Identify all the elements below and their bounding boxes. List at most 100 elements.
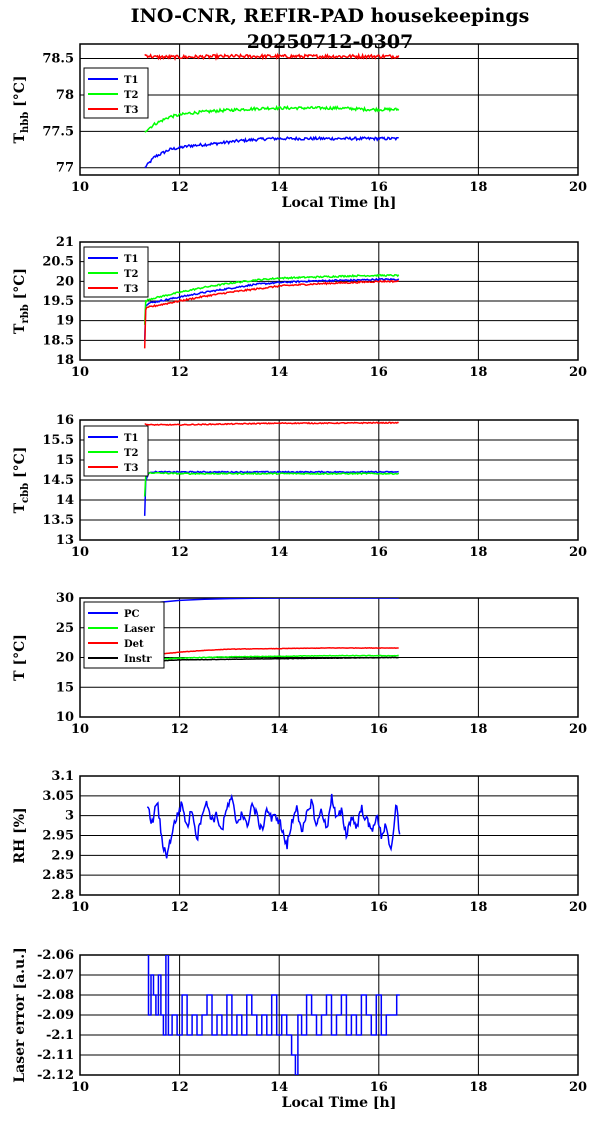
series-group (143, 421, 400, 516)
figure-title-line1: INO-CNR, REFIR-PAD housekeepings (131, 5, 530, 27)
y-tick-label: 2.85 (42, 868, 74, 883)
y-tick-label: 77 (56, 161, 74, 176)
y-tick-label: 19.5 (42, 294, 74, 309)
y-tick-label: 3 (65, 809, 74, 824)
y-axis-label-main: Laser error [a.u.] (12, 947, 28, 1082)
series-line-instr (144, 656, 399, 663)
series-line-det (144, 647, 399, 657)
y-axis-label-subscript: rbb (20, 304, 31, 323)
legend-label: Laser (124, 624, 156, 635)
plot-frame (79, 954, 579, 1076)
y-tick-label: 10 (56, 710, 74, 725)
series-line-t2 (143, 471, 400, 497)
y-tick-label: 78.5 (42, 52, 74, 67)
series-group (144, 52, 400, 169)
y-tick-label: 14.5 (42, 473, 74, 488)
x-tick-label: 12 (171, 180, 189, 195)
y-axis-label-unit: [°C] (12, 447, 28, 483)
x-tick-label: 16 (370, 180, 388, 195)
y-axis-label: Laser error [a.u.] (12, 947, 28, 1082)
series-line-pc (144, 598, 399, 605)
x-axis-label: Local Time [h] (282, 1095, 397, 1111)
x-tick-label: 12 (171, 900, 189, 915)
y-tick-label: 15 (56, 453, 74, 468)
y-tick-label: -2.06 (37, 948, 74, 963)
y-tick-label: 18.5 (42, 333, 74, 348)
x-tick-label: 14 (270, 180, 288, 195)
x-axis-label: Local Time [h] (282, 195, 397, 211)
series-line-laser (144, 654, 399, 661)
legend-label: T2 (124, 269, 138, 280)
legend: T1 T2 T3 (83, 246, 149, 298)
x-tick-label: 10 (71, 545, 89, 560)
y-tick-label: 20 (56, 274, 74, 289)
x-tick-label: 14 (270, 722, 288, 737)
y-tick-label: 15 (56, 680, 74, 695)
legend-label: Instr (124, 654, 152, 665)
y-axis-label-subscript: hbb (20, 112, 31, 133)
x-tick-label: 10 (71, 365, 89, 380)
figure-title-line2: 20250712-0307 (247, 31, 414, 53)
x-tick-label: 12 (171, 365, 189, 380)
x-tick-label: 18 (469, 180, 487, 195)
y-tick-label: 13.5 (42, 513, 74, 528)
chart-panels: 10 12 14 16 18 20 77 77.5 78 78.5 Local Time [h] Th… (12, 43, 587, 1111)
y-tick-label: -2.07 (37, 968, 74, 983)
x-tick-label: 16 (370, 900, 388, 915)
x-tick-label: 18 (469, 900, 487, 915)
plot-frame (79, 419, 579, 541)
legend-label: T2 (124, 448, 138, 459)
legend-label: T3 (124, 284, 138, 295)
y-tick-label: 78 (56, 88, 74, 103)
x-tick-label: 20 (569, 900, 587, 915)
x-tick-label: 20 (569, 180, 587, 195)
y-tick-label: 18 (56, 353, 74, 368)
x-tick-label: 10 (71, 180, 89, 195)
y-tick-label: 13 (56, 533, 74, 548)
plot-frame (79, 241, 579, 361)
y-tick-label: -2.11 (37, 1048, 74, 1063)
series-group (143, 273, 400, 349)
series-line-t3 (144, 421, 399, 427)
x-tick-label: 10 (71, 900, 89, 915)
chart-panel-4: 10 12 14 16 18 20 10 15 20 25 30 T [°C] PC Laser Det In… (12, 591, 587, 737)
chart-panel-2: 10 12 14 16 18 20 18 18.5 19 19.5 20 20.5 21 Trbb [°C… (12, 235, 587, 380)
series-line-t3 (144, 52, 400, 62)
legend-label: PC (124, 609, 140, 620)
x-tick-label: 20 (569, 365, 587, 380)
chart-panel-6: 10 12 14 16 18 20 -2.12 -2.11 -2.1 -2.09 -2.08 -2.0… (12, 947, 587, 1111)
chart-panel-5: 10 12 14 16 18 20 2.8 2.85 2.9 2.95 3 3.05 3.1 RH [%] (12, 769, 587, 915)
legend-label: T3 (124, 105, 138, 116)
y-tick-label: -2.12 (37, 1068, 74, 1083)
x-tick-label: 18 (469, 545, 487, 560)
series-line-t1 (143, 277, 400, 342)
y-tick-label: -2.08 (37, 988, 74, 1003)
series-group (146, 793, 401, 859)
series-line-t2 (144, 104, 400, 133)
x-tick-label: 16 (370, 1080, 388, 1095)
x-tick-label: 14 (270, 545, 288, 560)
y-axis-label: Tcbb [°C] (12, 447, 31, 514)
y-axis-label-main: T (12, 323, 28, 334)
x-tick-label: 10 (71, 722, 89, 737)
plot-frame (79, 775, 579, 896)
y-axis-label: RH [%] (12, 807, 28, 863)
y-tick-label: 3.1 (51, 769, 74, 784)
series-line-t1 (143, 470, 399, 516)
y-tick-label: 21 (56, 235, 74, 250)
legend-label: T3 (124, 463, 138, 474)
series-line-t1 (144, 135, 399, 169)
legend: T1 T2 T3 (83, 425, 149, 477)
y-tick-label: 2.9 (51, 848, 74, 863)
x-tick-label: 18 (469, 1080, 487, 1095)
series-line-data (147, 955, 400, 1075)
y-axis-label-unit: [°C] (12, 268, 28, 304)
legend-label: T1 (124, 254, 138, 265)
x-tick-label: 20 (569, 722, 587, 737)
legend: T1 T2 T3 (83, 67, 149, 119)
x-tick-label: 14 (270, 900, 288, 915)
x-tick-label: 12 (171, 722, 189, 737)
y-tick-label: 16 (56, 413, 74, 428)
series-group (147, 955, 400, 1075)
